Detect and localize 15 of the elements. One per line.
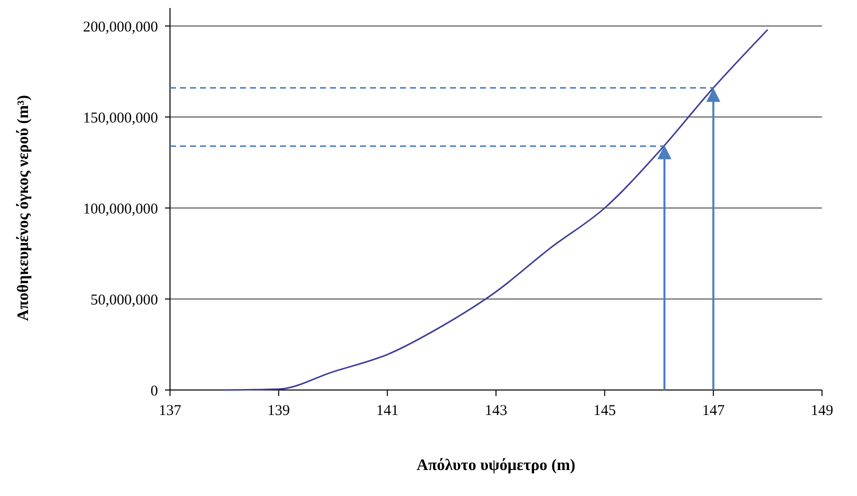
x-tick-label: 139: [267, 403, 290, 419]
y-axis-title: Αποθηκευμένος όγκος νερού (m³): [15, 95, 32, 321]
y-tick-label: 0: [150, 383, 158, 400]
x-tick-label: 147: [702, 403, 726, 419]
x-tick-label: 145: [593, 403, 616, 419]
y-tick-label: 150,000,000: [83, 110, 158, 126]
y-tick-label: 50,000,000: [90, 292, 158, 308]
x-tick-label: 137: [158, 403, 182, 419]
x-tick-label: 141: [376, 403, 399, 419]
x-axis-title: Απόλυτο υψόμετρο (m): [416, 457, 576, 474]
line-series: [224, 28, 768, 391]
x-tick-label: 149: [810, 403, 834, 419]
y-tick-label: 200,000,000: [83, 19, 158, 36]
x-tick-label: 143: [484, 403, 508, 419]
y-tick-label: 100,000,000: [83, 201, 158, 218]
